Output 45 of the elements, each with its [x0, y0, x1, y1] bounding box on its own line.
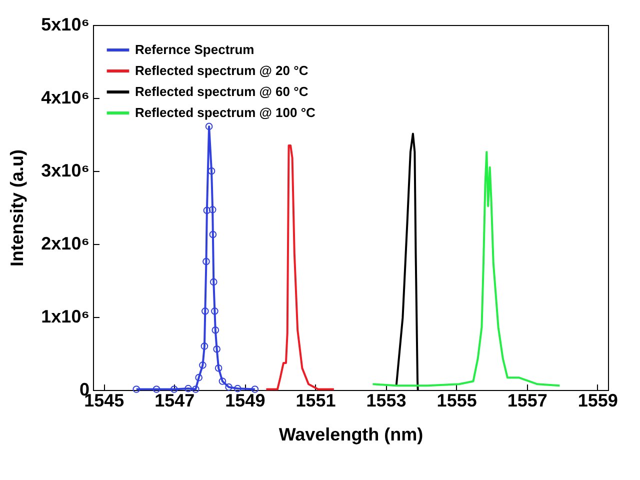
x-tick-label: 1555 — [436, 390, 477, 410]
line-series — [395, 132, 419, 391]
x-tick-label: 1559 — [578, 390, 618, 410]
x-tick-label: 1551 — [296, 390, 336, 410]
line-series — [265, 144, 335, 390]
point — [184, 384, 192, 392]
point — [210, 278, 218, 286]
y-axis-title: Intensity (a.u) — [7, 149, 28, 267]
point — [152, 386, 160, 393]
x-tick-label: 1547 — [154, 390, 195, 410]
y-tick-label: 3x10⁶ — [41, 160, 90, 180]
point — [234, 384, 242, 392]
point — [251, 386, 259, 393]
point — [132, 386, 140, 393]
point — [199, 362, 206, 369]
x-tick-label: 1553 — [366, 390, 406, 410]
line-series — [372, 151, 561, 387]
point — [202, 308, 209, 315]
y-tick-label: 1x10⁶ — [41, 306, 90, 326]
x-tick-label: 1549 — [225, 390, 266, 410]
point — [225, 383, 232, 391]
point — [218, 378, 226, 385]
point — [192, 386, 200, 393]
y-tick-label: 2x10⁶ — [41, 234, 90, 254]
legend-label: Reflected spectrum @ 60 °C — [135, 84, 309, 99]
legend-label: Reflected spectrum @ 20 °C — [135, 63, 309, 78]
point — [170, 386, 178, 393]
point — [208, 167, 216, 175]
point — [200, 342, 208, 350]
point — [212, 326, 220, 334]
x-axis-title: Wavelength (nm) — [278, 424, 424, 444]
x-tick-label: 1557 — [507, 390, 548, 410]
point — [203, 206, 211, 214]
point — [211, 308, 218, 315]
legend-label: Reflected spectrum @ 100 °C — [135, 105, 316, 120]
legend-label: Refernce Spectrum — [135, 42, 254, 57]
y-tick-label: 5x10⁶ — [41, 14, 90, 34]
point — [213, 345, 220, 353]
point — [205, 122, 213, 130]
point — [195, 374, 202, 382]
point — [202, 258, 210, 266]
y-tick-label: 4x10⁶ — [41, 88, 90, 108]
point — [209, 230, 217, 238]
point — [208, 206, 216, 214]
point — [214, 364, 222, 372]
